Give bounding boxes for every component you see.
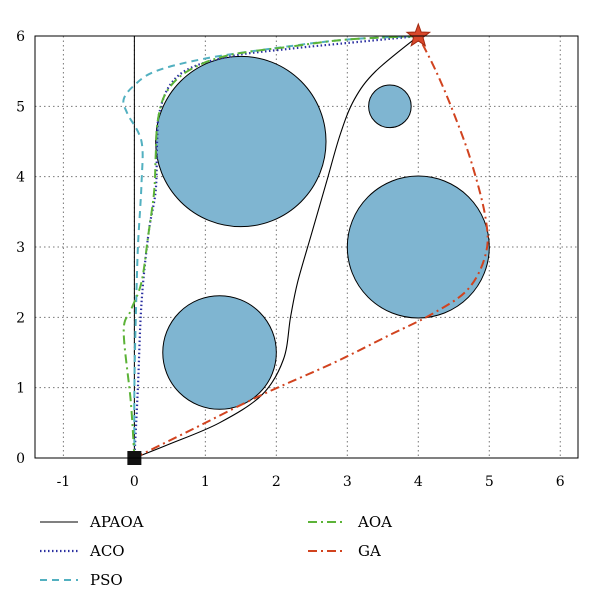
x-tick-label: 3 (343, 474, 352, 490)
legend-label-pso: PSO (90, 571, 123, 589)
series-line-aoa (122, 35, 419, 459)
obstacle-circle (346, 175, 490, 319)
goal-star-marker (405, 22, 432, 47)
legend-label-aco: ACO (89, 542, 125, 560)
y-tick-label: 4 (16, 170, 25, 186)
legend-label-aoa: AOA (357, 513, 392, 531)
y-tick-label: 1 (16, 381, 25, 397)
x-tick-label: 0 (130, 474, 139, 490)
plot-frame (34, 35, 579, 459)
obstacle-group (155, 55, 490, 410)
y-tick-label: 5 (16, 99, 25, 115)
x-tick-label: 2 (272, 474, 281, 490)
x-tick-label: 4 (414, 474, 423, 490)
legend: APAOA ACO PSO AOA GA (40, 513, 392, 589)
obstacle-circle (162, 295, 277, 410)
x-tick-label: 5 (485, 474, 494, 490)
series-group (122, 34, 489, 459)
legend-label-apaoa: APAOA (89, 513, 144, 531)
x-tick-label: -1 (57, 474, 71, 490)
y-tick-label: 6 (16, 29, 25, 45)
tick-labels: -1 0 1 2 3 4 5 6 0 1 2 3 4 5 6 (16, 29, 565, 490)
legend-label-ga: GA (358, 542, 381, 560)
series-line-ga (133, 35, 489, 459)
series-line-apaoa (134, 35, 419, 459)
obstacle-circle (368, 84, 412, 129)
y-tick-label: 2 (16, 310, 25, 326)
obstacle-circle (155, 55, 327, 228)
x-tick-label: 6 (556, 474, 565, 490)
y-tick-label: 0 (16, 451, 25, 467)
x-tick-label: 1 (201, 474, 210, 490)
y-tick-label: 3 (16, 240, 25, 256)
